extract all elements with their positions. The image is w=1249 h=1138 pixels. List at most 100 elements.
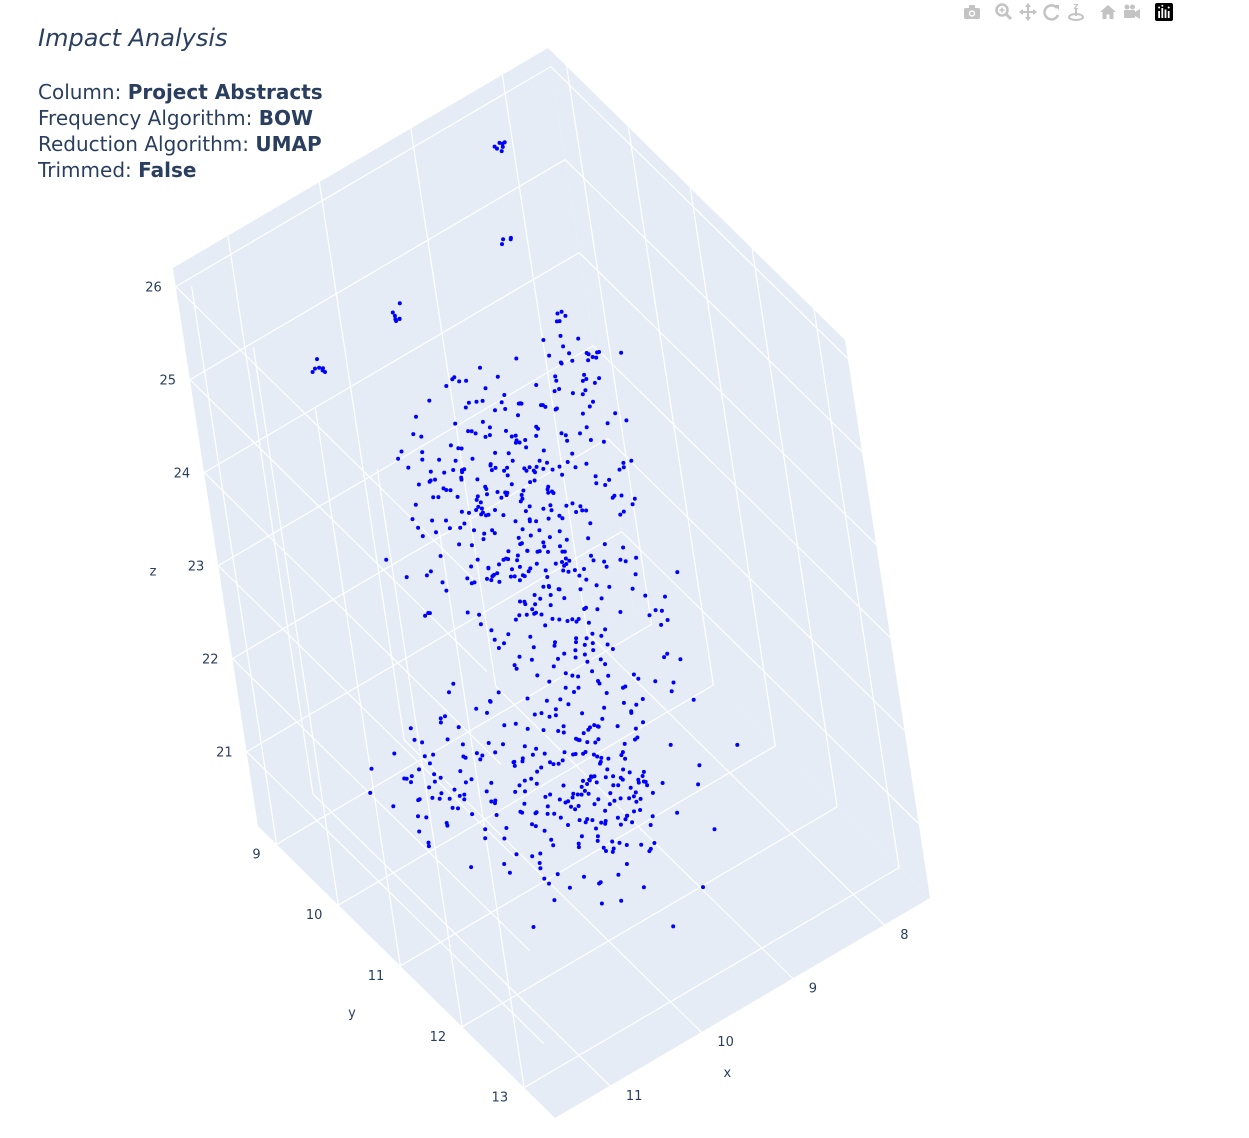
data-point[interactable] <box>457 542 462 547</box>
data-point[interactable] <box>466 400 471 405</box>
data-point[interactable] <box>531 468 536 473</box>
data-point[interactable] <box>523 438 528 442</box>
data-point[interactable] <box>462 521 467 526</box>
data-point[interactable] <box>625 813 629 818</box>
data-point[interactable] <box>560 560 564 564</box>
data-point[interactable] <box>618 796 623 801</box>
data-point[interactable] <box>530 822 534 827</box>
data-point[interactable] <box>537 861 542 865</box>
data-point[interactable] <box>538 851 543 856</box>
data-point[interactable] <box>531 645 536 650</box>
data-point[interactable] <box>523 509 528 514</box>
data-point[interactable] <box>512 663 517 668</box>
data-point[interactable] <box>394 319 399 323</box>
data-point[interactable] <box>427 785 432 790</box>
data-point[interactable] <box>517 564 522 569</box>
data-point[interactable] <box>530 752 535 757</box>
data-point[interactable] <box>643 593 648 598</box>
data-point[interactable] <box>587 404 592 409</box>
data-point[interactable] <box>384 557 389 562</box>
data-point[interactable] <box>593 474 598 479</box>
data-point[interactable] <box>587 777 592 782</box>
data-point[interactable] <box>551 664 556 669</box>
data-point[interactable] <box>586 536 591 541</box>
data-point[interactable] <box>534 810 539 815</box>
data-point[interactable] <box>528 566 533 571</box>
data-point[interactable] <box>570 795 575 800</box>
data-point[interactable] <box>621 685 625 690</box>
data-point[interactable] <box>541 506 546 511</box>
data-point[interactable] <box>633 572 638 577</box>
data-point[interactable] <box>517 783 522 788</box>
data-point[interactable] <box>638 808 643 812</box>
data-point[interactable] <box>492 144 497 149</box>
data-point[interactable] <box>504 826 509 830</box>
data-point[interactable] <box>660 781 665 785</box>
data-point[interactable] <box>497 562 501 567</box>
data-point[interactable] <box>611 774 616 779</box>
data-point[interactable] <box>561 568 566 573</box>
data-point[interactable] <box>502 723 507 728</box>
orbit-rotation-icon[interactable] <box>1042 2 1062 22</box>
data-point[interactable] <box>576 804 581 808</box>
data-point[interactable] <box>596 797 601 802</box>
data-point[interactable] <box>557 319 562 324</box>
data-point[interactable] <box>598 759 603 764</box>
data-point[interactable] <box>408 726 413 731</box>
data-point[interactable] <box>627 770 632 775</box>
data-point[interactable] <box>440 580 445 585</box>
data-point[interactable] <box>553 374 558 379</box>
data-point[interactable] <box>460 468 464 473</box>
data-point[interactable] <box>458 769 463 774</box>
data-point[interactable] <box>565 438 570 443</box>
data-point[interactable] <box>541 448 546 453</box>
data-point[interactable] <box>517 440 522 445</box>
data-point[interactable] <box>532 478 537 483</box>
data-point[interactable] <box>616 783 621 788</box>
home-icon[interactable] <box>1098 2 1118 22</box>
data-point[interactable] <box>579 784 584 789</box>
data-point[interactable] <box>553 561 558 566</box>
data-point[interactable] <box>534 781 539 786</box>
data-point[interactable] <box>605 767 610 772</box>
data-point[interactable] <box>447 526 452 531</box>
data-point[interactable] <box>590 818 595 823</box>
data-point[interactable] <box>636 676 641 681</box>
data-point[interactable] <box>391 804 396 809</box>
camera-icon[interactable] <box>962 2 982 22</box>
data-point[interactable] <box>647 613 652 618</box>
data-point[interactable] <box>552 643 557 648</box>
data-point[interactable] <box>469 543 474 548</box>
data-point[interactable] <box>539 612 544 617</box>
data-point[interactable] <box>514 666 519 671</box>
data-point[interactable] <box>493 801 497 806</box>
data-point[interactable] <box>650 814 655 819</box>
data-point[interactable] <box>499 495 504 500</box>
data-point[interactable] <box>533 824 538 829</box>
data-point[interactable] <box>516 401 521 406</box>
data-point[interactable] <box>613 411 618 416</box>
data-point[interactable] <box>534 424 539 429</box>
data-point[interactable] <box>558 697 563 702</box>
data-point[interactable] <box>500 141 505 146</box>
data-point[interactable] <box>541 728 546 733</box>
data-point[interactable] <box>615 724 620 729</box>
data-point[interactable] <box>549 508 554 513</box>
data-point[interactable] <box>530 854 535 859</box>
data-point[interactable] <box>417 767 421 772</box>
data-point[interactable] <box>576 617 581 621</box>
data-point[interactable] <box>549 837 554 842</box>
data-point[interactable] <box>678 657 683 662</box>
data-point[interactable] <box>510 458 515 463</box>
data-point[interactable] <box>534 464 539 469</box>
data-point[interactable] <box>528 533 533 538</box>
data-point[interactable] <box>453 421 458 426</box>
data-point[interactable] <box>416 814 420 819</box>
data-point[interactable] <box>562 651 567 656</box>
data-point[interactable] <box>545 575 550 579</box>
data-point[interactable] <box>434 530 438 535</box>
data-point[interactable] <box>581 751 586 756</box>
data-point[interactable] <box>412 737 417 742</box>
data-point[interactable] <box>539 403 543 408</box>
data-point[interactable] <box>315 357 319 362</box>
